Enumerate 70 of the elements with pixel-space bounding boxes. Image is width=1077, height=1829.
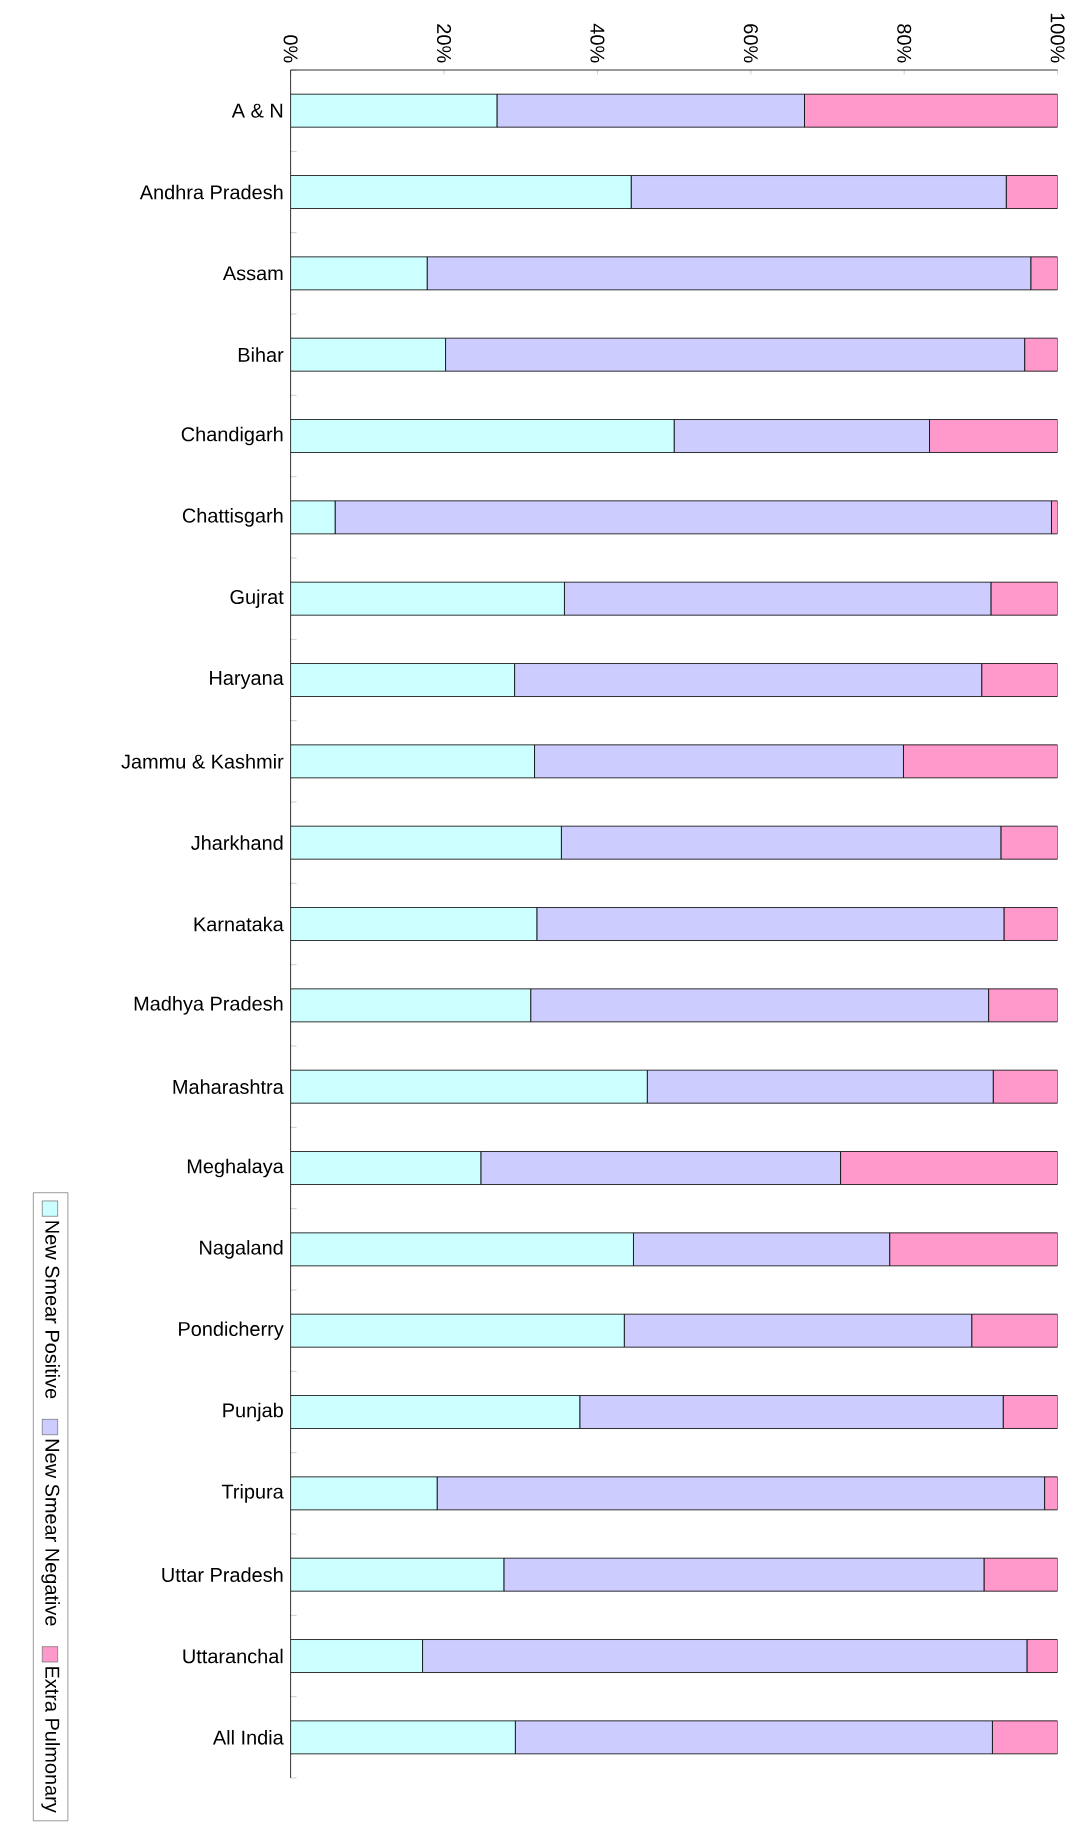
legend-label: New Smear Positive xyxy=(45,1221,61,1399)
y-tick-label: Bihar xyxy=(239,347,284,362)
y-tick-label: Chandigarh xyxy=(181,426,283,446)
bar xyxy=(983,1557,1058,1592)
bar xyxy=(290,1720,516,1755)
y-tick-label: Uttaranchal xyxy=(183,1648,283,1664)
bar xyxy=(290,419,675,453)
y-tick-label: Maharashtra xyxy=(173,1079,284,1094)
bar xyxy=(988,988,1058,1023)
bar xyxy=(290,1557,505,1592)
y-tick-label: Uttar Pradesh xyxy=(162,1567,283,1582)
y-tick-label: Nagaland xyxy=(200,1240,283,1259)
bar xyxy=(290,663,516,697)
y-tick-label: Chattisgarh xyxy=(183,508,283,527)
bar xyxy=(903,744,1058,779)
bar xyxy=(290,1151,482,1185)
bar xyxy=(290,175,632,209)
legend-label: New Smear Negative xyxy=(41,1439,61,1626)
bar xyxy=(1026,1639,1058,1673)
x-tick-label: 100% xyxy=(1050,13,1065,63)
bar xyxy=(290,1476,438,1511)
bar xyxy=(981,663,1058,697)
bar xyxy=(290,1069,648,1104)
bar xyxy=(290,93,498,128)
y-tick-label: Jharkhand xyxy=(191,835,283,850)
y-tick-label: Haryana xyxy=(210,671,284,689)
bar xyxy=(889,1232,1058,1267)
bar xyxy=(1024,337,1058,372)
bar xyxy=(1003,907,1058,941)
y-tick-label: Andhra Pradesh xyxy=(139,184,283,200)
y-tick-label: Tripura xyxy=(222,1484,284,1503)
bar xyxy=(971,1313,1058,1348)
y-tick-label: A & N xyxy=(231,103,283,118)
bar xyxy=(992,1069,1058,1104)
y-tick-label: Madhya Pradesh xyxy=(134,996,283,1015)
bar xyxy=(1000,825,1058,860)
x-tick-label: 0% xyxy=(283,35,298,63)
y-tick-label: Punjab xyxy=(223,1402,284,1422)
bar xyxy=(290,744,536,779)
bar xyxy=(1030,256,1058,291)
bar xyxy=(290,500,336,535)
y-tick-label: Gujrat xyxy=(230,589,284,608)
y-tick-label: Meghalaya xyxy=(188,1158,284,1178)
bar xyxy=(290,988,532,1023)
x-tick-label: 40% xyxy=(590,23,605,63)
y-tick-label: Pondicherry xyxy=(179,1321,284,1340)
bar xyxy=(990,581,1058,616)
bar xyxy=(290,256,428,291)
y-tick-label: Assam xyxy=(223,266,283,281)
x-tick-label: 20% xyxy=(437,24,452,63)
bar xyxy=(804,93,1058,128)
y-tick-label: Karnataka xyxy=(194,916,284,932)
bar xyxy=(290,1395,581,1429)
bar xyxy=(290,337,447,372)
bar xyxy=(1006,175,1058,209)
bar xyxy=(840,1151,1058,1185)
legend-label: Extra Pulmonary xyxy=(41,1667,61,1813)
bar xyxy=(290,581,566,616)
x-tick-label: 80% xyxy=(897,24,912,63)
bar xyxy=(929,419,1058,453)
bar xyxy=(1002,1395,1058,1429)
x-tick-label: 60% xyxy=(743,24,759,63)
bar xyxy=(290,1313,625,1348)
bar xyxy=(290,1232,635,1267)
bar xyxy=(290,907,538,941)
bar xyxy=(290,1639,424,1673)
bar xyxy=(290,825,562,860)
y-tick-label: Jammu & Kashmir xyxy=(121,754,284,769)
bar xyxy=(992,1720,1058,1755)
y-tick-label: All India xyxy=(213,1730,284,1745)
